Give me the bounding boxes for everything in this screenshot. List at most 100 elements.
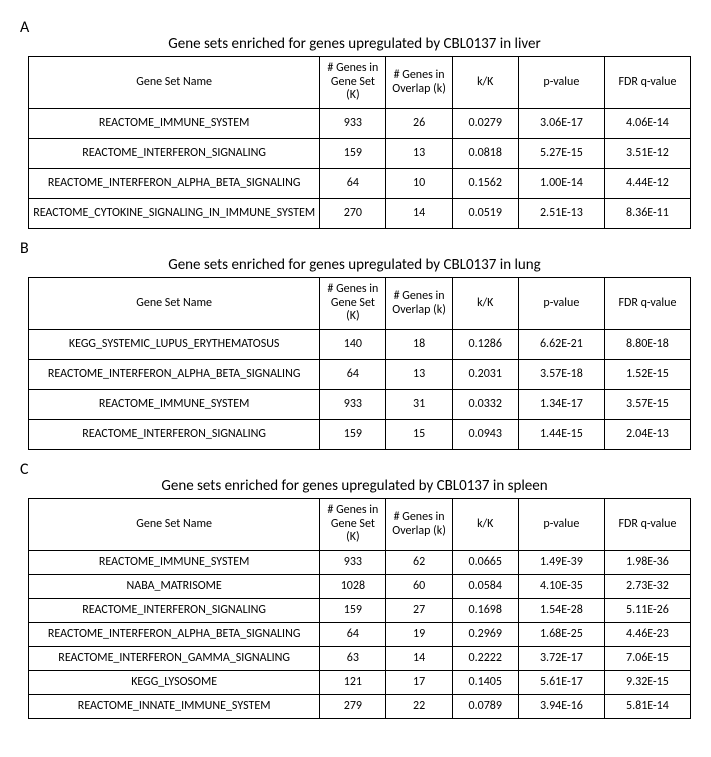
table-row: REACTOME_IMMUNE_SYSTEM933620.06651.49E-3…	[29, 551, 691, 575]
cell-value: 0.0665	[452, 551, 518, 575]
cell-value: 0.2969	[452, 623, 518, 647]
column-header: k/K	[452, 57, 518, 109]
gene-set-name: REACTOME_INTERFERON_SIGNALING	[29, 139, 320, 169]
table-row: REACTOME_INNATE_IMMUNE_SYSTEM279220.0789…	[29, 695, 691, 719]
cell-value: 3.72E-17	[518, 647, 604, 671]
gene-set-name: REACTOME_IMMUNE_SYSTEM	[29, 390, 320, 420]
cell-value: 31	[386, 390, 452, 420]
enrichment-table: Gene Set Name# Genes in Gene Set (K)# Ge…	[28, 498, 691, 719]
cell-value: 3.94E-16	[518, 695, 604, 719]
column-header: Gene Set Name	[29, 57, 320, 109]
gene-set-name: REACTOME_IMMUNE_SYSTEM	[29, 551, 320, 575]
table-row: REACTOME_IMMUNE_SYSTEM933310.03321.34E-1…	[29, 390, 691, 420]
panel-a: AGene sets enriched for genes upregulate…	[18, 18, 681, 229]
column-header: # Genes in Gene Set (K)	[320, 278, 386, 330]
cell-value: 159	[320, 139, 386, 169]
cell-value: 62	[386, 551, 452, 575]
gene-set-name: KEGG_SYSTEMIC_LUPUS_ERYTHEMATOSUS	[29, 330, 320, 360]
column-header: # Genes in Overlap (k)	[386, 278, 452, 330]
cell-value: 1.34E-17	[518, 390, 604, 420]
gene-set-name: REACTOME_CYTOKINE_SIGNALING_IN_IMMUNE_SY…	[29, 199, 320, 229]
column-header: p-value	[518, 57, 604, 109]
cell-value: 0.1698	[452, 599, 518, 623]
cell-value: 4.10E-35	[518, 575, 604, 599]
table-row: NABA_MATRISOME1028600.05844.10E-352.73E-…	[29, 575, 691, 599]
page-root: AGene sets enriched for genes upregulate…	[18, 18, 681, 719]
cell-value: 933	[320, 551, 386, 575]
column-header: # Genes in Gene Set (K)	[320, 57, 386, 109]
table-row: KEGG_LYSOSOME121170.14055.61E-179.32E-15	[29, 671, 691, 695]
gene-set-name: REACTOME_INTERFERON_ALPHA_BETA_SIGNALING	[29, 623, 320, 647]
cell-value: 1.54E-28	[518, 599, 604, 623]
column-header: p-value	[518, 499, 604, 551]
cell-value: 0.0789	[452, 695, 518, 719]
column-header: # Genes in Gene Set (K)	[320, 499, 386, 551]
panel-c: CGene sets enriched for genes upregulate…	[18, 460, 681, 719]
cell-value: 22	[386, 695, 452, 719]
cell-value: 3.51E-12	[604, 139, 690, 169]
cell-value: 18	[386, 330, 452, 360]
cell-value: 0.1286	[452, 330, 518, 360]
column-header: p-value	[518, 278, 604, 330]
cell-value: 0.2031	[452, 360, 518, 390]
cell-value: 64	[320, 623, 386, 647]
gene-set-name: KEGG_LYSOSOME	[29, 671, 320, 695]
panel-title: Gene sets enriched for genes upregulated…	[18, 477, 681, 495]
table-row: REACTOME_CYTOKINE_SIGNALING_IN_IMMUNE_SY…	[29, 199, 691, 229]
gene-set-name: REACTOME_INTERFERON_SIGNALING	[29, 420, 320, 450]
cell-value: 121	[320, 671, 386, 695]
gene-set-name: REACTOME_INTERFERON_ALPHA_BETA_SIGNALING	[29, 169, 320, 199]
column-header: k/K	[452, 278, 518, 330]
panel-b: BGene sets enriched for genes upregulate…	[18, 239, 681, 450]
cell-value: 14	[386, 199, 452, 229]
column-header: # Genes in Overlap (k)	[386, 57, 452, 109]
gene-set-name: REACTOME_IMMUNE_SYSTEM	[29, 109, 320, 139]
cell-value: 5.27E-15	[518, 139, 604, 169]
table-row: REACTOME_INTERFERON_SIGNALING159130.0818…	[29, 139, 691, 169]
table-row: REACTOME_INTERFERON_SIGNALING159150.0943…	[29, 420, 691, 450]
cell-value: 1028	[320, 575, 386, 599]
cell-value: 26	[386, 109, 452, 139]
cell-value: 0.2222	[452, 647, 518, 671]
column-header: FDR q-value	[604, 499, 690, 551]
column-header: # Genes in Overlap (k)	[386, 499, 452, 551]
cell-value: 8.36E-11	[604, 199, 690, 229]
header-row: Gene Set Name# Genes in Gene Set (K)# Ge…	[29, 278, 691, 330]
table-row: KEGG_SYSTEMIC_LUPUS_ERYTHEMATOSUS140180.…	[29, 330, 691, 360]
enrichment-table: Gene Set Name# Genes in Gene Set (K)# Ge…	[28, 56, 691, 229]
cell-value: 4.06E-14	[604, 109, 690, 139]
cell-value: 19	[386, 623, 452, 647]
cell-value: 0.1562	[452, 169, 518, 199]
cell-value: 1.49E-39	[518, 551, 604, 575]
cell-value: 1.44E-15	[518, 420, 604, 450]
cell-value: 2.04E-13	[604, 420, 690, 450]
cell-value: 270	[320, 199, 386, 229]
cell-value: 0.0584	[452, 575, 518, 599]
cell-value: 3.57E-18	[518, 360, 604, 390]
cell-value: 64	[320, 169, 386, 199]
cell-value: 2.51E-13	[518, 199, 604, 229]
cell-value: 0.0519	[452, 199, 518, 229]
cell-value: 2.73E-32	[604, 575, 690, 599]
table-row: REACTOME_INTERFERON_ALPHA_BETA_SIGNALING…	[29, 360, 691, 390]
cell-value: 159	[320, 420, 386, 450]
gene-set-name: REACTOME_INTERFERON_SIGNALING	[29, 599, 320, 623]
gene-set-name: NABA_MATRISOME	[29, 575, 320, 599]
cell-value: 1.00E-14	[518, 169, 604, 199]
cell-value: 8.80E-18	[604, 330, 690, 360]
cell-value: 933	[320, 390, 386, 420]
cell-value: 27	[386, 599, 452, 623]
table-row: REACTOME_INTERFERON_GAMMA_SIGNALING63140…	[29, 647, 691, 671]
panel-title: Gene sets enriched for genes upregulated…	[18, 35, 681, 53]
panel-title: Gene sets enriched for genes upregulated…	[18, 256, 681, 274]
cell-value: 13	[386, 139, 452, 169]
cell-value: 5.81E-14	[604, 695, 690, 719]
cell-value: 4.44E-12	[604, 169, 690, 199]
column-header: Gene Set Name	[29, 499, 320, 551]
cell-value: 15	[386, 420, 452, 450]
gene-set-name: REACTOME_INTERFERON_ALPHA_BETA_SIGNALING	[29, 360, 320, 390]
cell-value: 4.46E-23	[604, 623, 690, 647]
cell-value: 0.0818	[452, 139, 518, 169]
cell-value: 0.0279	[452, 109, 518, 139]
cell-value: 0.0943	[452, 420, 518, 450]
